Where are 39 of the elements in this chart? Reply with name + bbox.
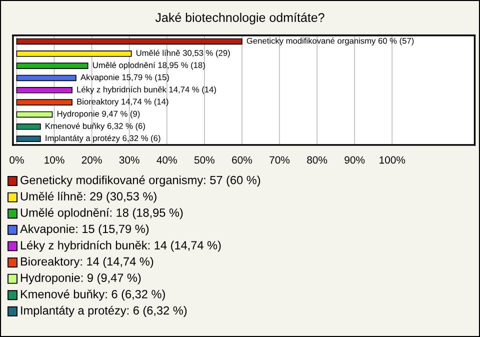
x-tick-label: 90% [344, 156, 365, 164]
x-tick-label: 10% [44, 156, 64, 164]
chart-title: Jaké biotechnologie odmítáte? [155, 12, 324, 24]
category-label: Bioreaktory 14,74 % (14) [77, 98, 168, 106]
x-tick-label: 40% [156, 156, 177, 164]
bar [16, 50, 132, 57]
text: Akvaponie: 15 (15,79 %) [20, 224, 149, 236]
category-label: Hydroponie 9,47 % (9) [57, 110, 140, 118]
x-tick-label: 80% [307, 156, 328, 164]
category-label: Geneticky modifikované organismy 60 % (57) [246, 38, 414, 46]
x-tick-label: 60% [232, 156, 252, 164]
x-tick-label: 20% [82, 156, 102, 164]
category-label: Kmenové buňky 6,32 % (6) [46, 122, 145, 131]
text: Bioreaktory: 14 (14,74 %) [20, 256, 154, 268]
x-tick-label: 100% [380, 156, 406, 164]
category-label: Umělé líhně 30,53 % (29) [136, 50, 230, 58]
bar [16, 74, 76, 82]
text: Umělé oplodnění: 18 (18,95 %) [20, 208, 183, 220]
category-label: Léky z hybridních buněk 14,74 % (14) [77, 86, 216, 94]
category-label: Implantáty a protézy 6,32 % (6) [46, 134, 160, 143]
text: Léky z hybridních buněk: 14 (14,74 %) [20, 240, 221, 252]
bar [16, 111, 53, 118]
x-tick-label: 0% [10, 156, 24, 164]
x-tick-label: 50% [194, 156, 214, 164]
text: Hydroponie: 9 (9,47 %) [20, 273, 141, 284]
text: Geneticky modifikované organismy: 57 (60 %) [20, 175, 260, 187]
text: Kmenové buňky: 6 (6,32 %) [20, 290, 165, 301]
x-tick-label: 30% [119, 156, 140, 164]
category-label: Akvaponie 15,79 % (15) [80, 74, 169, 82]
text: Umělé líhně: 29 (30,53 %) [20, 192, 156, 203]
bar [16, 86, 72, 94]
bar [16, 124, 41, 130]
category-label: Umělé oplodnění 18,95 % (18) [93, 62, 205, 70]
text: Implantáty a protézy: 6 (6,32 %) [21, 306, 187, 317]
bar [16, 99, 72, 106]
x-tick-label: 70% [270, 156, 290, 164]
bar [16, 38, 242, 45]
bar [16, 136, 41, 142]
bar [16, 62, 88, 69]
